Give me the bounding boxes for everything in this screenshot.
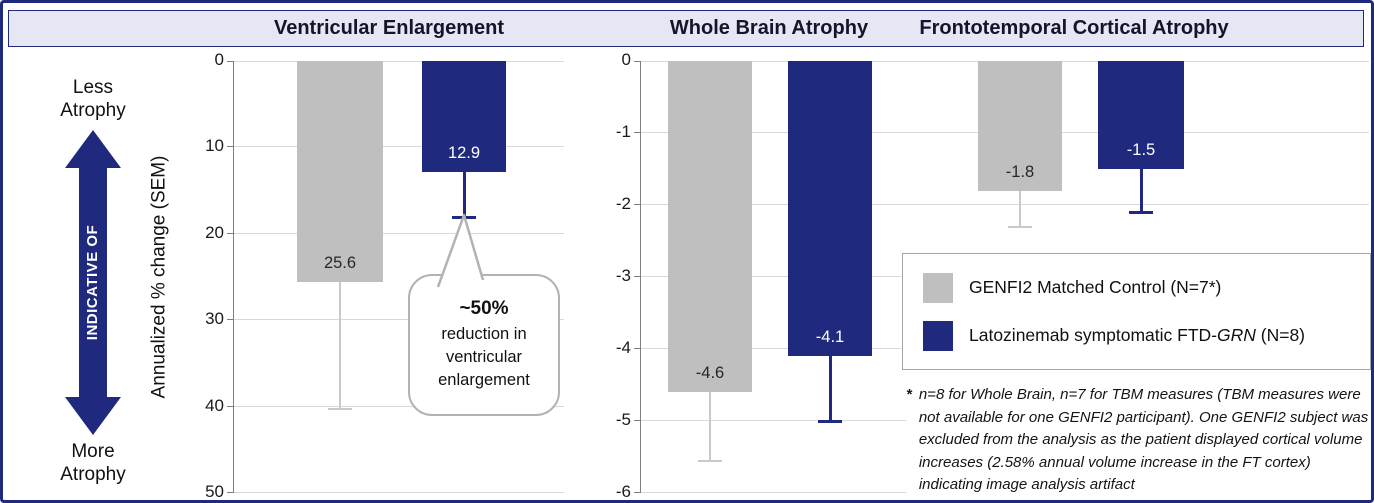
latozinemab-label-post: (N=8) [1255, 325, 1305, 345]
tick-mark [634, 276, 641, 277]
arrow-down-icon [65, 397, 121, 435]
footnote-asterisk: * [906, 386, 912, 403]
gridline [641, 204, 1369, 205]
bar-value-label: -1.5 [1126, 141, 1156, 159]
latozinemab-swatch [923, 320, 953, 351]
y-tick-label: -2 [615, 194, 631, 213]
tick-mark [634, 492, 641, 493]
atrophy-plot: 0 -1 -2 -3 -4 -5 -6 -4.6 -4.1 -1.8 -1.5 [616, 50, 1369, 500]
tick-mark [227, 492, 234, 493]
reduction-callout: ~50% reduction in ventricular enlargemen… [408, 274, 560, 416]
y-tick-label: 30 [205, 309, 224, 328]
tick-mark [634, 61, 641, 62]
tick-mark [227, 146, 234, 147]
bar-latozinemab: 12.9 [422, 61, 506, 172]
chart-title-frontotemporal: Frontotemporal Cortical Atrophy [919, 17, 1229, 39]
y-tick-label: 50 [205, 482, 224, 501]
gridline [234, 319, 564, 320]
error-bar [339, 282, 341, 409]
error-bar [709, 392, 711, 461]
chart-title-whole-brain: Whole Brain Atrophy [669, 17, 869, 39]
bar-value-label: -4.1 [815, 328, 845, 346]
tick-mark [227, 233, 234, 234]
error-bar [462, 172, 466, 217]
error-bar-cap [698, 460, 722, 462]
y-tick-label: 20 [205, 223, 224, 242]
control-legend-label: GENFI2 Matched Control (N=7*) [969, 277, 1222, 297]
footnote-text: n=8 for Whole Brain, n=7 for TBM measure… [918, 386, 1369, 493]
y-axis-label-text: Annualized % change (SEM) [148, 155, 170, 399]
tick-mark [227, 61, 234, 62]
error-bar [1019, 191, 1021, 227]
indicative-arrow [79, 166, 107, 399]
y-tick-label: -4 [615, 338, 631, 357]
error-bar-cap [328, 408, 352, 410]
gridline [234, 146, 564, 147]
gridline [234, 61, 564, 62]
y-tick-label: 10 [205, 136, 224, 155]
bar-latozinemab: -4.1 [788, 61, 872, 356]
bar-value-label: -4.6 [695, 364, 725, 382]
bar-control: 25.6 [297, 61, 383, 282]
indicative-of-label: INDICATIVE OF [79, 166, 107, 399]
bar-value-label: -1.8 [1005, 163, 1035, 181]
ventricular-enlargement-plot: 0 10 20 30 40 50 25.6 12.9 [205, 50, 564, 500]
callout-body: reduction in ventricular enlargement [438, 324, 530, 390]
y-tick-label: -5 [615, 410, 631, 429]
control-swatch [923, 272, 953, 303]
bar-value-label: 25.6 [323, 254, 357, 272]
legend: GENFI2 Matched Control (N=7*) Latozinema… [902, 253, 1371, 370]
tick-mark [227, 406, 234, 407]
callout-headline: ~50% [459, 297, 509, 319]
legend-item-control: GENFI2 Matched Control (N=7*) [923, 272, 1370, 303]
gridline [234, 233, 564, 234]
bar-latozinemab: -1.5 [1098, 61, 1184, 169]
y-tick-label: -6 [615, 482, 631, 501]
error-bar-cap [1008, 226, 1032, 228]
footnote: * n=8 for Whole Brain, n=7 for TBM measu… [906, 384, 1371, 500]
header-band: Ventricular Enlargement Whole Brain Atro… [8, 10, 1364, 47]
error-bar [828, 356, 832, 421]
latozinemab-legend-label: Latozinemab symptomatic FTD-GRN (N=8) [969, 325, 1305, 346]
y-tick-label: 40 [205, 396, 224, 415]
y-tick-label: -3 [615, 266, 631, 285]
error-bar-cap [818, 420, 842, 423]
bar-value-label: 12.9 [447, 144, 481, 162]
y-tick-label: 0 [214, 50, 224, 69]
callout-tail-icon [428, 208, 498, 288]
tick-mark [634, 420, 641, 421]
more-atrophy-label: More Atrophy [60, 441, 126, 485]
less-atrophy-label: Less Atrophy [60, 77, 126, 121]
chart-title-ventricular: Ventricular Enlargement [273, 17, 505, 39]
tick-mark [634, 204, 641, 205]
error-bar-cap [1129, 211, 1153, 214]
indicative-of-text: INDICATIVE OF [84, 224, 102, 341]
latozinemab-label-gene: GRN [1217, 325, 1256, 345]
error-bar [1139, 169, 1143, 212]
y-tick-label: 0 [621, 50, 631, 69]
bar-control: -4.6 [668, 61, 752, 392]
latozinemab-label-pre: Latozinemab symptomatic FTD- [969, 325, 1217, 345]
tick-mark [634, 348, 641, 349]
bar-control: -1.8 [978, 61, 1062, 191]
gridline [234, 492, 564, 493]
y-tick-label: -1 [615, 122, 631, 141]
gridline [234, 406, 564, 407]
y-axis-label: Annualized % change (SEM) [139, 61, 179, 493]
arrow-up-icon [65, 130, 121, 168]
tick-mark [227, 319, 234, 320]
tick-mark [634, 132, 641, 133]
legend-item-latozinemab: Latozinemab symptomatic FTD-GRN (N=8) [923, 320, 1370, 351]
